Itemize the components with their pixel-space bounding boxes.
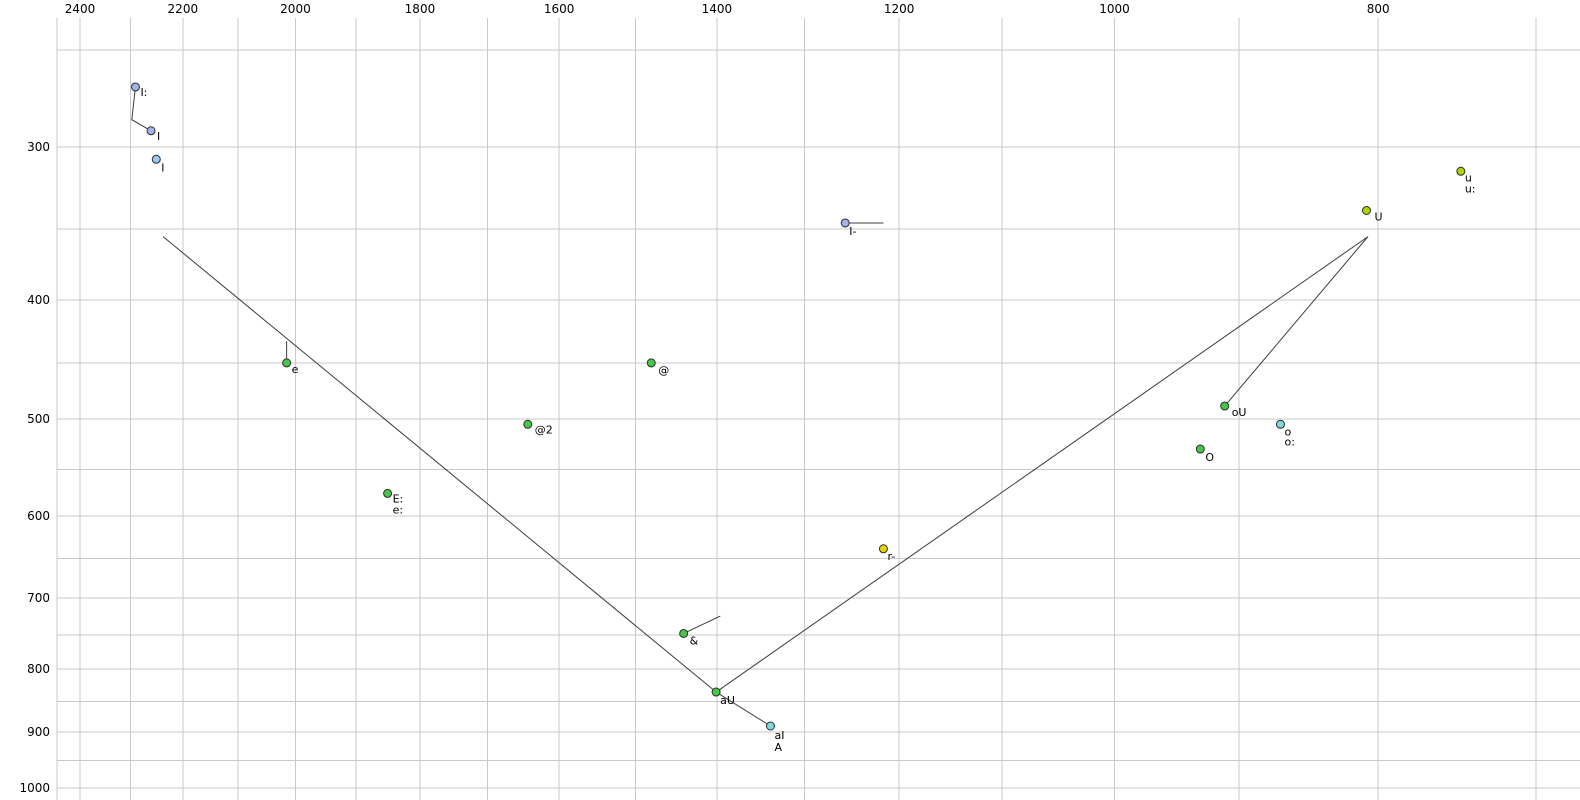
y-axis-tick-label: 700 — [27, 591, 50, 605]
line-au-to-ai-connector — [715, 691, 771, 727]
vowel-label-u: u: — [1465, 182, 1476, 195]
vowel-point-e[interactable] — [282, 358, 292, 368]
x-axis-tick-label: 1200 — [884, 2, 915, 16]
vowel-point-O[interactable] — [1195, 444, 1205, 454]
y-axis-tick-label: 300 — [27, 140, 50, 154]
x-axis-tick-label: 2400 — [65, 2, 96, 16]
vowel-label-aI: A — [774, 741, 782, 754]
vowel-point-i-upper[interactable] — [146, 126, 156, 136]
vowel-point-U[interactable] — [1361, 206, 1371, 216]
y-axis-tick-label: 500 — [27, 412, 50, 426]
x-axis-tick-label: 1800 — [405, 2, 436, 16]
y-axis-tick-label: 800 — [27, 662, 50, 676]
vowel-label-E-long: E: — [393, 492, 404, 505]
vowel-label-i-bar: I- — [849, 225, 856, 238]
vowel-point-i-bar[interactable] — [840, 218, 850, 228]
vowel-label-aI: aI — [774, 729, 784, 742]
x-axis-tick-label: 2000 — [280, 2, 311, 16]
vowel-label-i-upper: I — [157, 130, 160, 143]
vowel-label-r-bar: r- — [887, 550, 895, 563]
vowel-label-oU: oU — [1232, 406, 1247, 419]
vowel-point-r-bar[interactable] — [878, 544, 888, 554]
vowel-label-u: u — [1465, 171, 1472, 184]
vowel-point-o-long[interactable] — [1275, 419, 1285, 429]
vowel-point-E-long[interactable] — [383, 488, 393, 498]
vowel-label-i-long: I: — [140, 86, 147, 99]
vowel-label-ash: & — [690, 634, 699, 647]
y-axis-tick-label: 400 — [27, 293, 50, 307]
vowel-point-aU[interactable] — [711, 687, 721, 697]
line-back-diagonal — [715, 236, 1369, 693]
x-axis-tick-label: 2200 — [168, 2, 199, 16]
vowel-label-U: U — [1374, 211, 1382, 224]
vowel-label-O: O — [1205, 451, 1214, 464]
x-axis-tick-label: 1400 — [702, 2, 733, 16]
vowel-label-i-lower: I — [161, 161, 164, 174]
vowel-point-i-lower[interactable] — [151, 154, 161, 164]
vowel-point-schwa[interactable] — [646, 358, 656, 368]
vowel-point-aI[interactable] — [765, 721, 775, 731]
vowel-label-o-long: o — [1284, 425, 1291, 438]
y-axis-tick-label: 1000 — [19, 781, 50, 795]
vowel-label-o-long: o: — [1284, 435, 1294, 448]
x-axis-tick-label: 1000 — [1099, 2, 1130, 16]
vowel-label-schwa: @ — [658, 364, 669, 377]
line-u-to-ou-connector — [1224, 236, 1369, 407]
y-axis-tick-label: 900 — [27, 725, 50, 739]
vowel-point-i-long[interactable] — [130, 82, 140, 92]
line-front-diagonal — [162, 236, 717, 693]
x-axis-tick-label: 1600 — [544, 2, 575, 16]
vowel-point-ash[interactable] — [679, 628, 689, 638]
vowel-label-E-long: e: — [393, 503, 403, 516]
vowel-label-e: e — [292, 363, 299, 376]
vowel-point-schwa2[interactable] — [523, 419, 533, 429]
vowel-point-u[interactable] — [1456, 166, 1466, 176]
line-ash-tick — [683, 615, 721, 634]
line-i-long-trajectory — [131, 86, 152, 132]
x-axis-tick-label: 800 — [1367, 2, 1390, 16]
y-axis-tick-label: 600 — [27, 509, 50, 523]
vowel-label-schwa2: @2 — [535, 423, 553, 436]
vowel-label-aU: aU — [720, 694, 735, 707]
vowel-point-oU[interactable] — [1220, 401, 1230, 411]
